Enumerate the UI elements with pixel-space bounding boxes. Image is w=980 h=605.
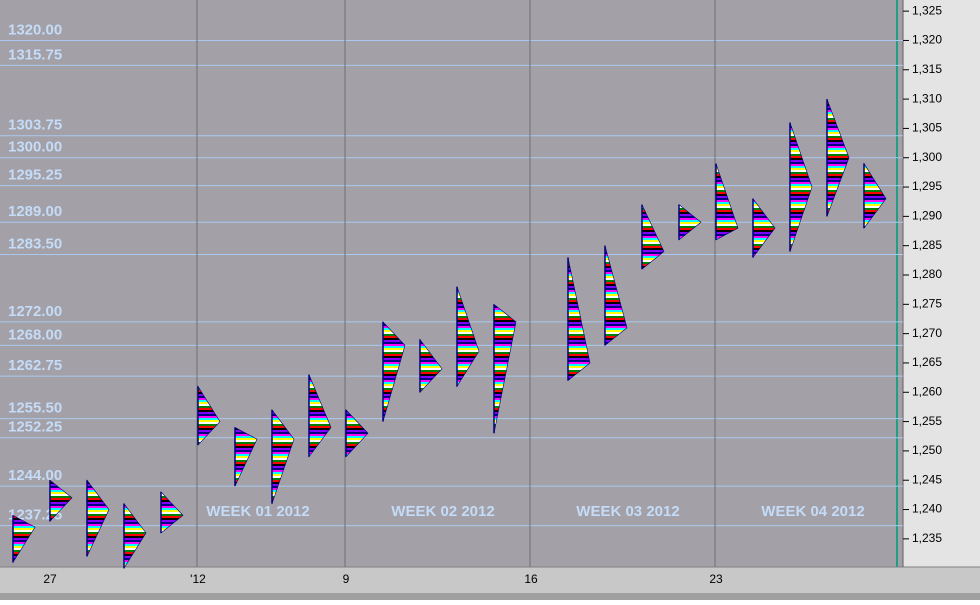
y-tick-label: 1,270 — [912, 326, 942, 340]
y-tick-label: 1,285 — [912, 238, 942, 252]
y-tick-label: 1,235 — [912, 531, 942, 545]
scrollbar — [0, 593, 980, 600]
y-tick-label: 1,275 — [912, 296, 942, 310]
level-label: 1255.50 — [8, 400, 62, 417]
y-tick-label: 1,295 — [912, 179, 942, 193]
level-label: 1289.00 — [8, 203, 62, 220]
week-label: WEEK 04 2012 — [761, 503, 864, 520]
x-tick-label: 9 — [343, 572, 350, 586]
level-label: 1283.50 — [8, 235, 62, 252]
y-axis-panel — [903, 0, 980, 567]
x-tick-label: 16 — [524, 572, 538, 586]
level-label: 1300.00 — [8, 139, 62, 156]
y-tick-label: 1,265 — [912, 355, 942, 369]
y-tick-label: 1,305 — [912, 121, 942, 135]
week-label: WEEK 03 2012 — [576, 503, 679, 520]
level-label: 1315.75 — [8, 46, 62, 63]
y-tick-label: 1,325 — [912, 3, 942, 17]
level-label: 1320.00 — [8, 21, 62, 38]
week-label: WEEK 01 2012 — [206, 503, 309, 520]
level-label: 1303.75 — [8, 117, 62, 134]
level-label: 1252.25 — [8, 419, 62, 436]
y-tick-label: 1,245 — [912, 472, 942, 486]
y-tick-label: 1,250 — [912, 443, 942, 457]
level-label: 1237.25 — [8, 507, 62, 524]
level-label: 1268.00 — [8, 326, 62, 343]
level-label: 1272.00 — [8, 303, 62, 320]
y-tick-label: 1,280 — [912, 267, 942, 281]
level-label: 1295.25 — [8, 167, 62, 184]
x-tick-label: 27 — [43, 572, 57, 586]
y-tick-label: 1,300 — [912, 150, 942, 164]
y-tick-label: 1,260 — [912, 384, 942, 398]
y-tick-label: 1,315 — [912, 62, 942, 76]
level-label: 1262.75 — [8, 357, 62, 374]
level-label: 1244.00 — [8, 467, 62, 484]
y-tick-label: 1,255 — [912, 414, 942, 428]
week-label: WEEK 02 2012 — [391, 503, 494, 520]
plot-background — [0, 0, 903, 567]
y-tick-label: 1,240 — [912, 502, 942, 516]
x-tick-label: '12 — [190, 572, 206, 586]
y-tick-label: 1,310 — [912, 91, 942, 105]
y-tick-label: 1,290 — [912, 209, 942, 223]
x-tick-label: 23 — [709, 572, 723, 586]
y-tick-label: 1,320 — [912, 33, 942, 47]
